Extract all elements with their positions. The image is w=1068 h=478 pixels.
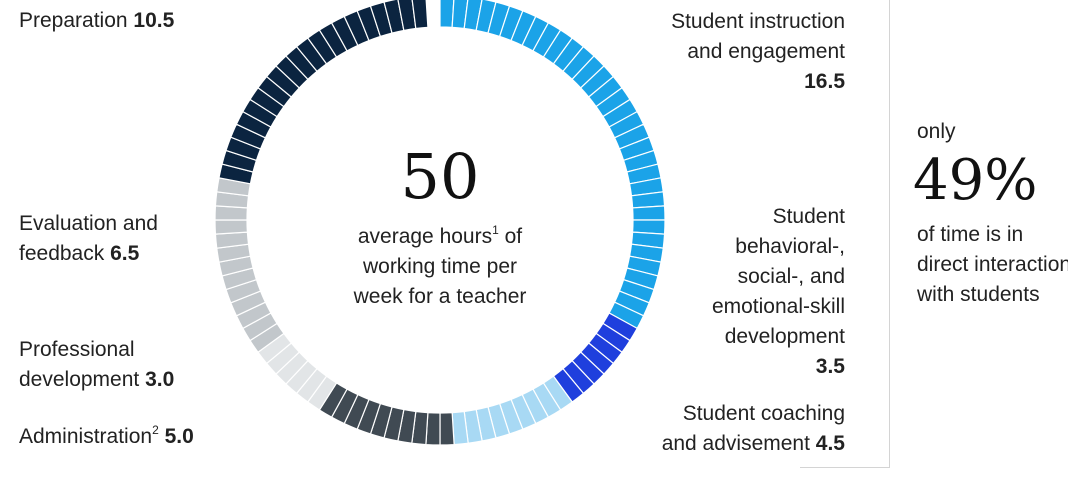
- label-behavioral-line4: emotional-skill: [711, 295, 845, 318]
- center-caption: average hours1 of working time per week …: [315, 222, 565, 312]
- label-administration-value: 5.0: [158, 425, 194, 448]
- callout-divider-foot: [800, 467, 890, 468]
- donut-cell-student-instruction-and-engagement: [631, 205, 666, 221]
- callout-line1: of time is in: [917, 223, 1024, 246]
- donut-cell-evaluation-and-feedback: [214, 219, 249, 235]
- callout-line2: direct interaction: [917, 253, 1068, 276]
- label-preparation: Preparation 10.5: [19, 6, 174, 36]
- label-behavioral-line5: development: [724, 325, 845, 348]
- donut-cell-administration: [439, 411, 455, 446]
- footnote-2: 2: [152, 423, 159, 437]
- callout-only: only: [917, 120, 956, 143]
- label-behavioral-line1: Student: [772, 205, 845, 228]
- label-coaching-value: 4.5: [815, 432, 845, 455]
- center-caption-line1: average hours: [357, 225, 493, 248]
- total-hours-value: 50: [400, 140, 480, 213]
- callout-divider: [889, 0, 890, 468]
- callout-description: of time is in direct interaction with st…: [917, 220, 1068, 310]
- label-administration-text: Administration: [19, 425, 153, 448]
- label-instruction-line1: Student instruction: [671, 10, 845, 33]
- label-professional: Professional development 3.0: [19, 335, 174, 395]
- label-behavioral: Student behavioral-, social-, and emotio…: [712, 202, 845, 382]
- label-coaching-line1: Student coaching: [682, 402, 845, 425]
- label-instruction-value: 16.5: [804, 70, 845, 93]
- center-caption-line2: working time per: [362, 255, 518, 278]
- label-behavioral-line3: social-, and: [737, 265, 845, 288]
- footnote-1: 1: [492, 223, 499, 237]
- callout-line3: with students: [917, 283, 1040, 306]
- label-behavioral-line2: behavioral-,: [735, 235, 845, 258]
- label-coaching-line2: and advisement: [661, 432, 816, 455]
- donut-cell-preparation: [411, 0, 429, 30]
- label-evaluation-line2: feedback: [19, 242, 111, 265]
- label-professional-line1: Professional: [19, 338, 135, 361]
- label-preparation-value: 10.5: [133, 9, 175, 32]
- label-instruction-line2: and engagement: [687, 40, 845, 63]
- label-administration: Administration2 5.0: [19, 422, 194, 452]
- label-preparation-text: Preparation: [19, 9, 134, 32]
- label-instruction: Student instruction and engagement 16.5: [671, 7, 845, 97]
- label-professional-value: 3.0: [145, 368, 175, 391]
- label-evaluation-line1: Evaluation and: [19, 212, 158, 235]
- label-behavioral-value: 3.5: [815, 355, 845, 378]
- label-professional-line2: development: [19, 368, 146, 391]
- center-caption-line3: week for a teacher: [353, 285, 527, 308]
- center-caption-line1-tail: of: [498, 225, 523, 248]
- label-evaluation-value: 6.5: [110, 242, 140, 265]
- callout-percent: 49%: [913, 148, 1038, 213]
- label-coaching: Student coaching and advisement 4.5: [662, 399, 845, 459]
- label-evaluation: Evaluation and feedback 6.5: [19, 209, 158, 269]
